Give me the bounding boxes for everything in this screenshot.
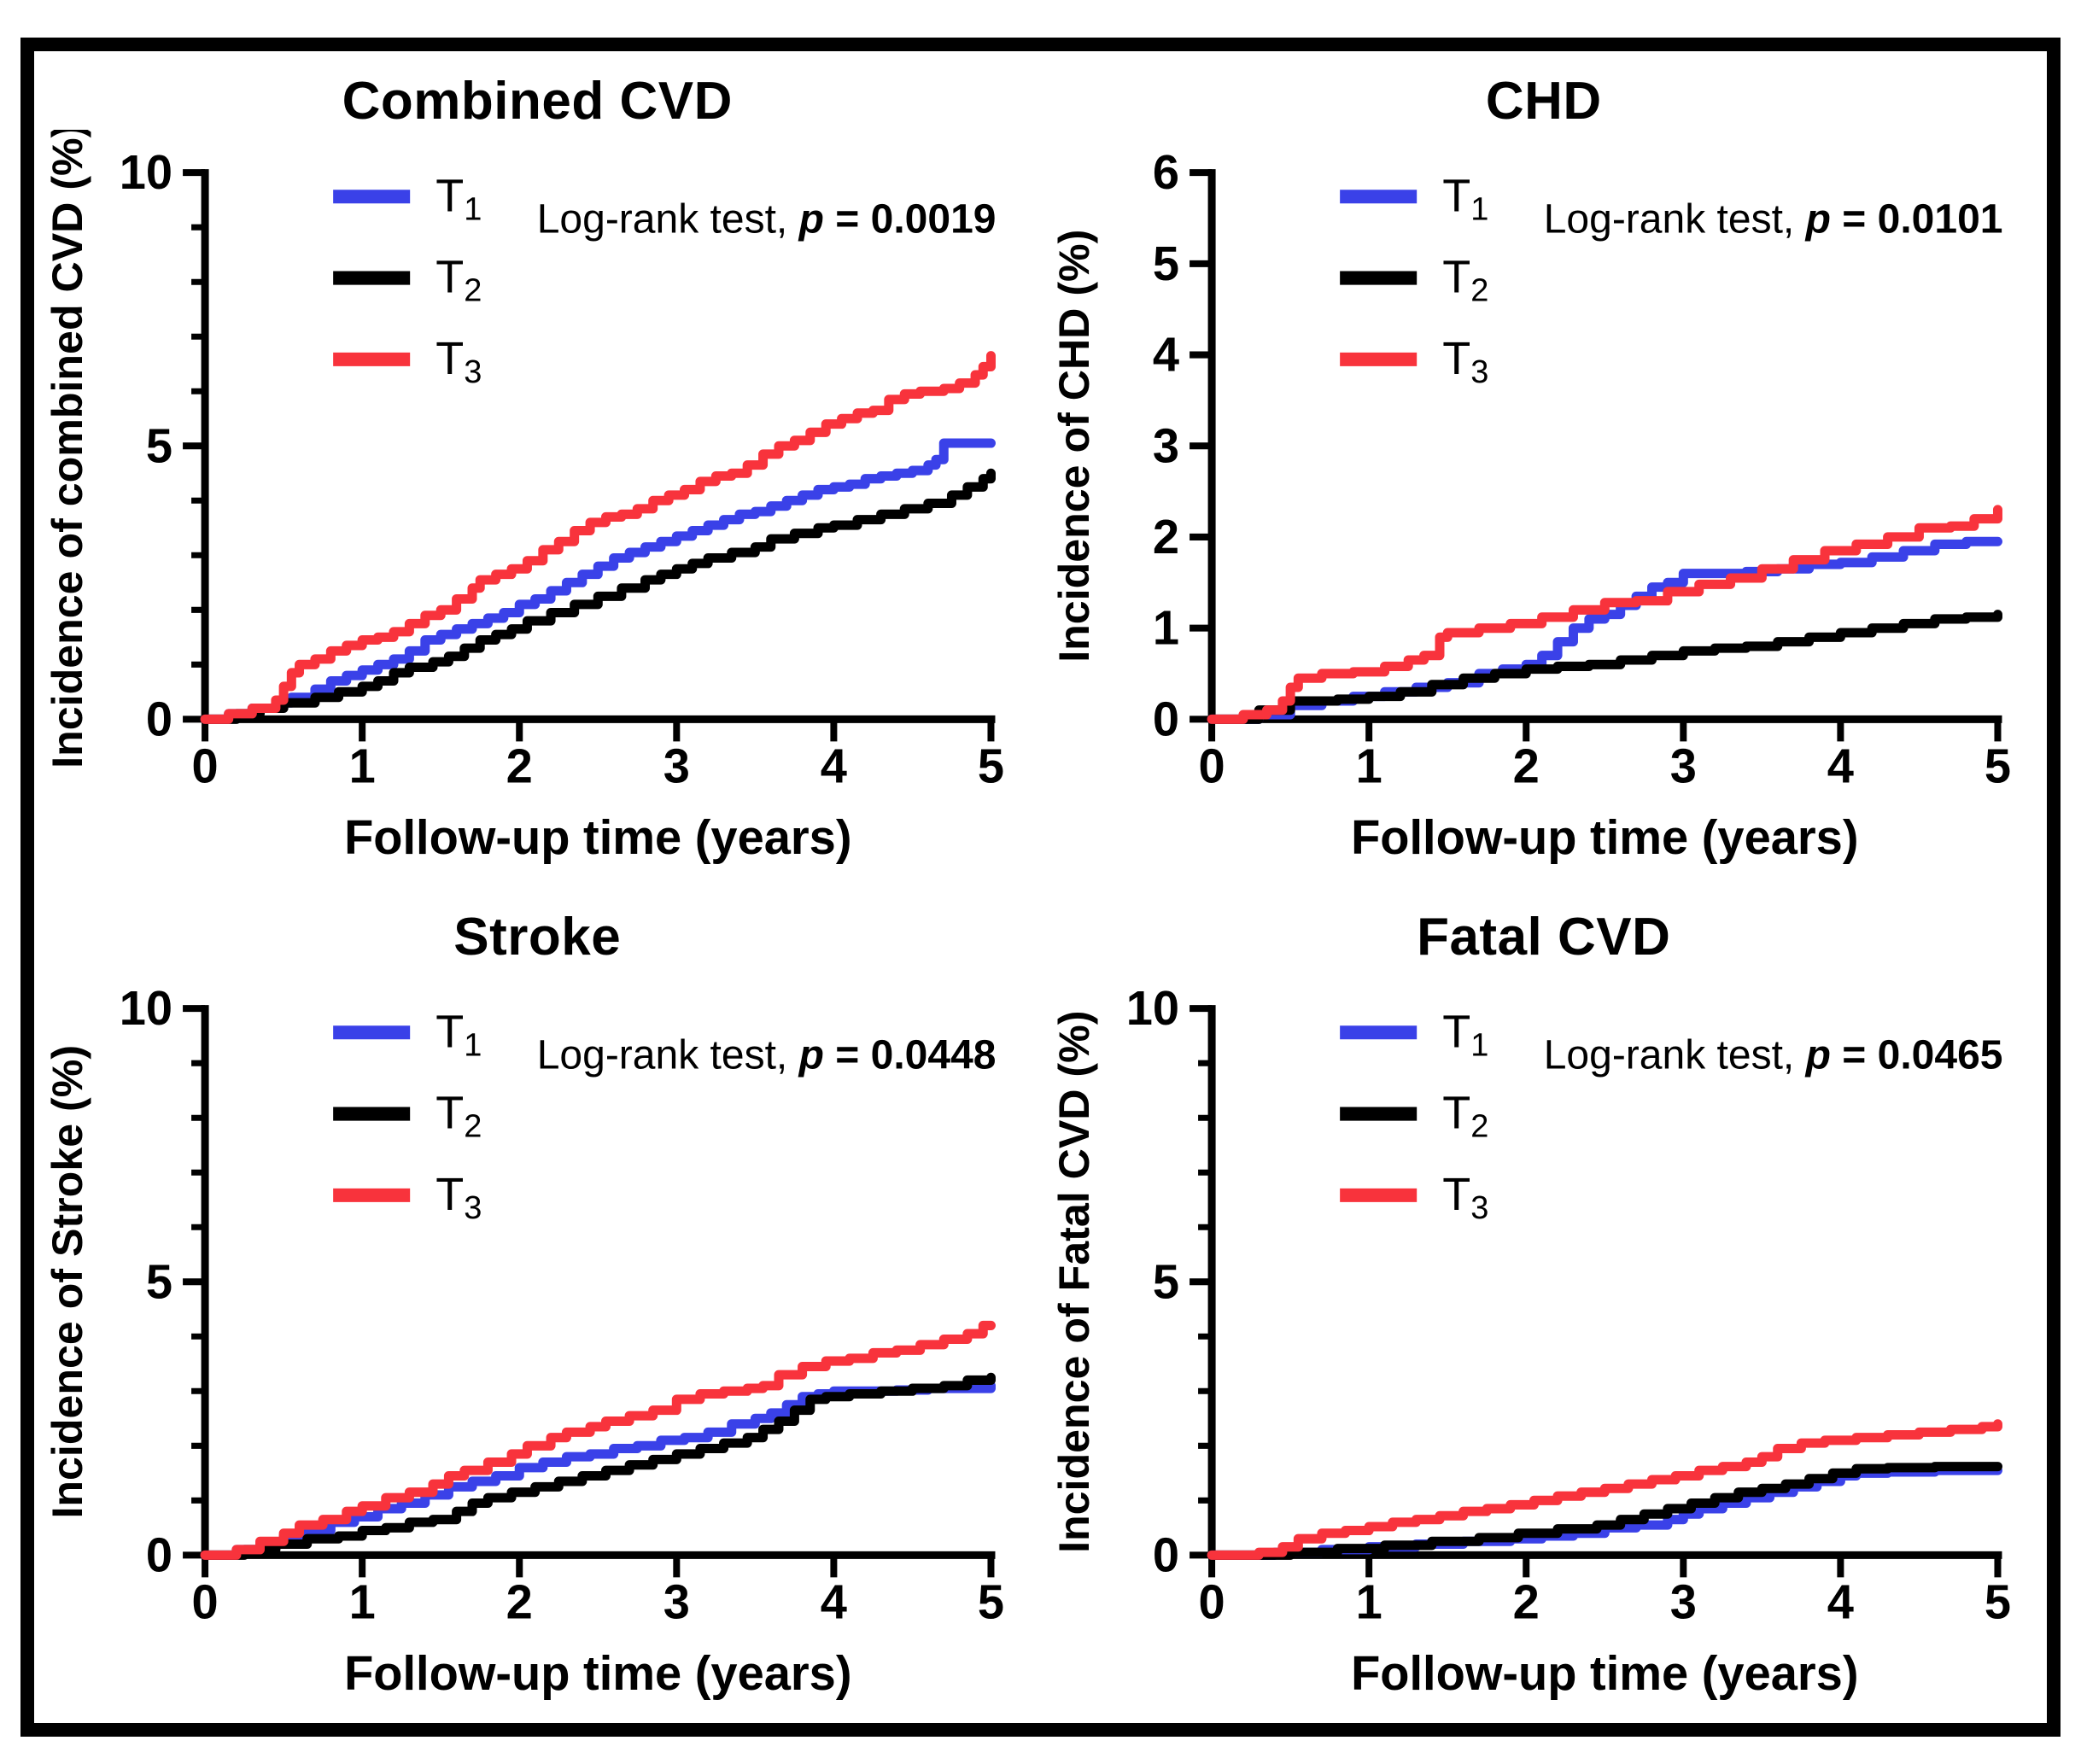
x-tick-label: 2 bbox=[1512, 1575, 1539, 1629]
x-tick-label: 1 bbox=[349, 739, 376, 793]
curve-t3 bbox=[1207, 1419, 2002, 1560]
legend-label-t2: T2 bbox=[1442, 252, 1488, 309]
curve-t1 bbox=[200, 438, 996, 724]
y-tick-label: 5 bbox=[146, 1254, 172, 1308]
logrank-annotation: Log-rank test, p = 0.0019 bbox=[537, 196, 997, 242]
x-tick-label: 5 bbox=[978, 1575, 1004, 1629]
y-tick-label: 10 bbox=[120, 145, 172, 199]
x-tick-label: 4 bbox=[821, 739, 847, 793]
curve-t3 bbox=[1207, 505, 2002, 724]
y-tick-label: 6 bbox=[1152, 145, 1178, 199]
logrank-annotation: Log-rank test, p = 0.0465 bbox=[1543, 1031, 2002, 1078]
legend-label-t1: T1 bbox=[1442, 170, 1488, 227]
x-axis-title: Follow-up time (years) bbox=[344, 810, 851, 864]
x-axis-title: Follow-up time (years) bbox=[1351, 1646, 1858, 1700]
y-tick-label: 10 bbox=[120, 981, 172, 1035]
fatal-cvd-plot: 0 1 2 3 4 5 0 5 10 Follow-up time (years) Incidenc… bbox=[1050, 981, 2011, 1700]
x-tick-label: 1 bbox=[349, 1575, 376, 1629]
x-tick-label: 3 bbox=[1669, 739, 1696, 793]
curve-t2 bbox=[1207, 610, 2002, 724]
y-tick-label: 5 bbox=[146, 418, 172, 472]
legend-label-t3: T3 bbox=[435, 333, 482, 390]
legend-label-t1: T1 bbox=[1442, 1006, 1488, 1063]
panel-fatal-cvd: Fatal CVD 0 1 2 3 4 5 0 5 10 Follow-up time (year… bbox=[1040, 887, 2047, 1723]
x-tick-label: 0 bbox=[192, 739, 219, 793]
panel-title-combined-cvd: Combined CVD bbox=[342, 72, 733, 131]
y-tick-label: 0 bbox=[146, 1527, 172, 1581]
x-tick-label: 5 bbox=[1984, 739, 2010, 793]
legend-label-t2: T2 bbox=[435, 252, 482, 309]
legend-label-t1: T1 bbox=[435, 170, 482, 227]
legend-label-t3: T3 bbox=[1442, 1169, 1488, 1226]
x-axis-title: Follow-up time (years) bbox=[1351, 810, 1858, 864]
y-tick-label: 3 bbox=[1152, 418, 1178, 472]
curve-t2 bbox=[200, 1372, 996, 1560]
x-tick-label: 4 bbox=[1827, 739, 1853, 793]
stroke-plot: 0 1 2 3 4 5 0 5 10 Follow-up time (years) Incidenc… bbox=[44, 981, 1004, 1700]
x-tick-label: 2 bbox=[1512, 739, 1539, 793]
y-axis-title: Incidence of Stroke (%) bbox=[44, 1045, 91, 1519]
x-tick-label: 1 bbox=[1355, 1575, 1382, 1629]
y-tick-label: 5 bbox=[1152, 1254, 1178, 1308]
y-tick-label: 5 bbox=[1152, 237, 1178, 290]
x-tick-label: 5 bbox=[978, 739, 1004, 793]
legend-label-t2: T2 bbox=[435, 1088, 482, 1145]
y-axis-title: Incidence of Fatal CVD (%) bbox=[1050, 1011, 1098, 1553]
x-tick-label: 0 bbox=[192, 1575, 219, 1629]
curve-t3 bbox=[200, 351, 996, 724]
panel-title-chd: CHD bbox=[1485, 72, 1602, 131]
x-tick-label: 2 bbox=[506, 739, 533, 793]
panel-combined-cvd: Combined CVD 0 1 2 3 4 5 0 5 10 Follow-up time (y… bbox=[34, 51, 1041, 887]
panel-title-fatal-cvd: Fatal CVD bbox=[1417, 908, 1671, 967]
legend-label-t2: T2 bbox=[1442, 1088, 1488, 1145]
panel-stroke: Stroke 0 1 2 3 4 5 0 5 10 Follow-up time (years) I… bbox=[34, 887, 1041, 1723]
panel-title-stroke: Stroke bbox=[453, 908, 622, 967]
legend-label-t1: T1 bbox=[435, 1006, 482, 1063]
legend-label-t3: T3 bbox=[435, 1169, 482, 1226]
y-axis-title: Incidence of CHD (%) bbox=[1050, 230, 1098, 663]
x-axis-title: Follow-up time (years) bbox=[344, 1646, 851, 1700]
curve-t1 bbox=[1207, 1465, 2002, 1560]
y-tick-label: 10 bbox=[1125, 981, 1178, 1035]
y-tick-label: 0 bbox=[1152, 692, 1178, 745]
y-tick-label: 1 bbox=[1152, 601, 1178, 655]
x-tick-label: 4 bbox=[1827, 1575, 1853, 1629]
logrank-annotation: Log-rank test, p = 0.0448 bbox=[537, 1031, 997, 1078]
x-tick-label: 5 bbox=[1984, 1575, 2010, 1629]
panel-chd: CHD 0 1 2 3 4 5 0 1 2 3 4 5 6 Follow-up time (years) I… bbox=[1040, 51, 2047, 887]
figure-frame: Combined CVD 0 1 2 3 4 5 0 5 10 Follow-up time (y… bbox=[20, 38, 2061, 1737]
y-tick-label: 2 bbox=[1152, 510, 1178, 564]
x-tick-label: 3 bbox=[663, 739, 690, 793]
curve-t2 bbox=[1207, 1462, 2002, 1560]
x-tick-label: 4 bbox=[821, 1575, 847, 1629]
logrank-annotation: Log-rank test, p = 0.0101 bbox=[1543, 196, 2002, 242]
x-tick-label: 0 bbox=[1198, 739, 1225, 793]
x-tick-label: 2 bbox=[506, 1575, 533, 1629]
y-tick-label: 0 bbox=[1152, 1527, 1178, 1581]
combined-cvd-plot: 0 1 2 3 4 5 0 5 10 Follow-up time (years) Incidenc… bbox=[44, 130, 1004, 864]
legend-label-t3: T3 bbox=[1442, 333, 1488, 390]
x-tick-label: 3 bbox=[1669, 1575, 1696, 1629]
x-tick-label: 3 bbox=[663, 1575, 690, 1629]
chd-plot: 0 1 2 3 4 5 0 1 2 3 4 5 6 Follow-up time (years) Incid… bbox=[1050, 145, 2011, 864]
y-tick-label: 0 bbox=[146, 692, 172, 745]
y-tick-label: 4 bbox=[1152, 328, 1178, 382]
curve-t2 bbox=[200, 468, 996, 724]
x-tick-label: 0 bbox=[1198, 1575, 1225, 1629]
y-axis-title: Incidence of combined CVD (%) bbox=[44, 130, 91, 768]
x-tick-label: 1 bbox=[1355, 739, 1382, 793]
curve-t3 bbox=[200, 1320, 996, 1560]
